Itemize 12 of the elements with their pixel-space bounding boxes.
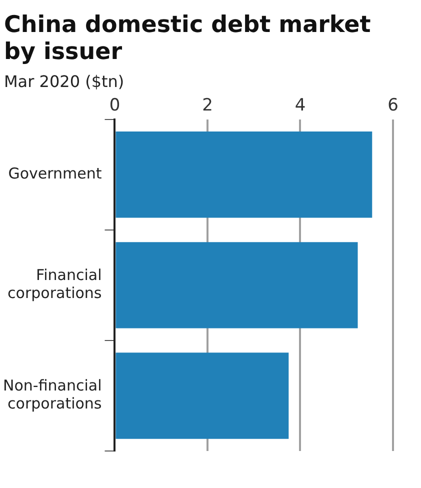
bar [116, 132, 372, 218]
x-tick-label: 0 [109, 96, 120, 116]
chart-title: China domestic debt market by issuer [3, 11, 372, 66]
y-tick-label: Government [8, 164, 102, 183]
y-tick-label: Financial corporations [8, 266, 102, 302]
x-tick-label: 6 [388, 96, 398, 116]
bar [116, 352, 289, 439]
bar [116, 242, 358, 328]
x-tick-label: 4 [294, 96, 306, 116]
y-tick-label: Non-financial corporations [2, 376, 102, 413]
x-tick-label: 2 [202, 96, 213, 116]
chart-subtitle: Mar 2020 ($tn) [3, 71, 126, 93]
